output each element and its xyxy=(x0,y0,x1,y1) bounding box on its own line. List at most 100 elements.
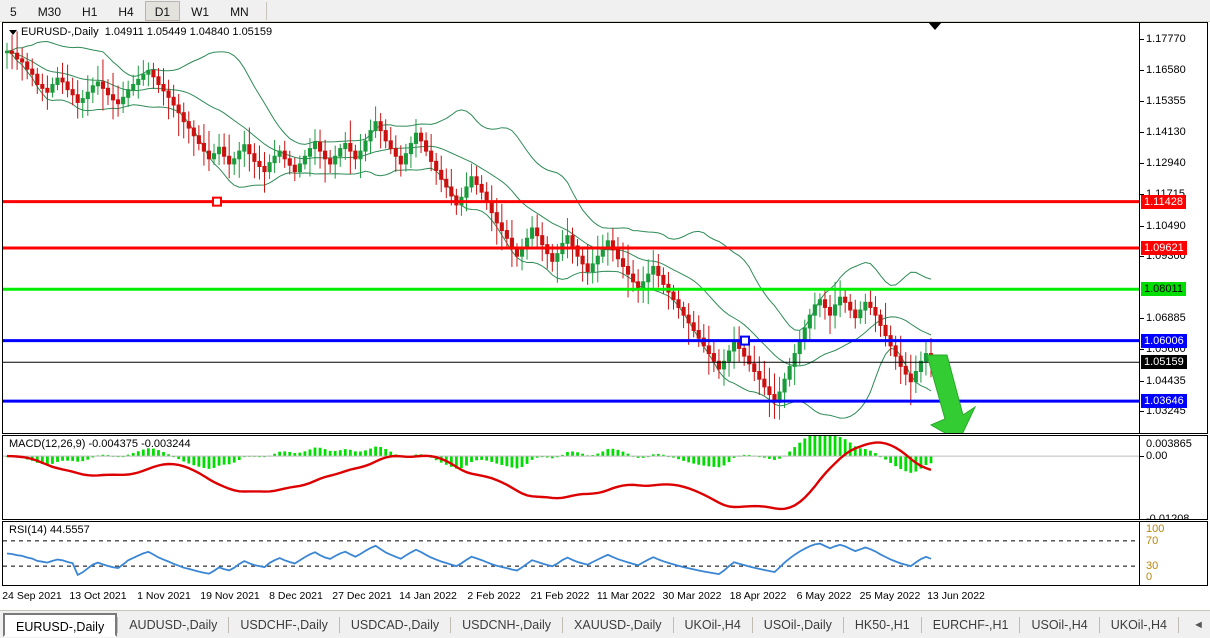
price-axis-tick xyxy=(1140,225,1144,227)
date-axis-label: 13 Oct 2021 xyxy=(69,590,127,602)
rsi-axis-label: 30 xyxy=(1146,560,1159,573)
price-plot[interactable] xyxy=(3,23,1139,433)
triangle-down-icon xyxy=(928,23,942,30)
tab-divider xyxy=(117,616,119,633)
chart-tab-usdcnhdaily[interactable]: USDCNH-,Daily xyxy=(462,617,552,632)
price-level-chip-pivot[interactable]: 1.08011 xyxy=(1141,282,1186,297)
price-axis-tick xyxy=(1140,69,1144,71)
timeframe-button-mn[interactable]: MN xyxy=(230,4,249,19)
tab-divider xyxy=(562,616,564,633)
macd-axis-label: 0.00 xyxy=(1146,450,1168,463)
price-axis-label: 1.16580 xyxy=(1146,63,1186,76)
macd-chart-svg xyxy=(3,436,1139,511)
horizontal-levels xyxy=(3,196,1139,403)
tab-scroll-controls[interactable]: ◄ ► xyxy=(1177,616,1210,633)
date-axis-label: 1 Nov 2021 xyxy=(137,590,191,602)
chart-tab-hk50h1[interactable]: HK50-,H1 xyxy=(854,617,910,632)
tab-divider xyxy=(228,616,230,633)
level-handle xyxy=(212,196,222,207)
price-axis-label: 1.12940 xyxy=(1146,156,1186,169)
date-axis-label: 19 Nov 2021 xyxy=(200,590,260,602)
tab-divider xyxy=(672,616,674,633)
date-axis-label: 21 Feb 2022 xyxy=(530,590,590,602)
date-axis-label: 30 Mar 2022 xyxy=(662,590,722,602)
date-axis-label: 24 Sep 2021 xyxy=(2,590,62,602)
date-axis: 24 Sep 2021 13 Oct 2021 1 Nov 2021 19 Nov 2… xyxy=(2,588,1208,608)
collapse-triangle-icon[interactable] xyxy=(9,29,17,35)
price-chart-svg xyxy=(3,31,1139,420)
price-axis-tick xyxy=(1140,318,1144,320)
arrow-left-icon[interactable]: ◄ xyxy=(1192,618,1204,631)
chart-title: EURUSD-,Daily 1.04911 1.05449 1.04840 1.… xyxy=(9,26,272,38)
price-axis-tick xyxy=(1140,349,1144,351)
price-axis-tick xyxy=(1140,162,1144,164)
macd-axis-label: -0.01208 xyxy=(1146,513,1190,520)
price-axis[interactable]: 1.177701.165801.153551.141301.129401.117… xyxy=(1139,23,1207,433)
rsi-axis-label: 70 xyxy=(1146,534,1159,547)
rsi-axis-label: 100 xyxy=(1146,523,1165,535)
price-axis-tick xyxy=(1140,132,1144,134)
macd-title: MACD(12,26,9) -0.004375 -0.003244 xyxy=(9,438,191,450)
price-level-chip-resistance[interactable]: 1.11428 xyxy=(1141,194,1186,209)
price-axis-tick xyxy=(1140,256,1144,258)
chart-tab-ukoilh4[interactable]: UKOil-,H4 xyxy=(1110,617,1167,632)
price-axis-label: 1.14130 xyxy=(1146,126,1186,139)
chart-tab-usdcaddaily[interactable]: USDCAD-,Daily xyxy=(350,617,440,632)
bollinger-lower-line xyxy=(6,50,932,419)
chart-tab-eurusddaily[interactable]: EURUSD-,Daily xyxy=(3,612,118,637)
price-axis-tick xyxy=(1140,380,1144,382)
chart-tab-usoilh4[interactable]: USOil-,H4 xyxy=(1031,617,1088,632)
price-axis-label: 1.15355 xyxy=(1146,95,1186,108)
price-level-chip-support[interactable]: 1.06006 xyxy=(1141,333,1187,348)
chart-tab-ukoilh4[interactable]: UKOil-,H4 xyxy=(684,617,741,632)
rsi-chart-svg xyxy=(3,540,1139,577)
price-level-chip-last-price[interactable]: 1.05159 xyxy=(1141,355,1187,370)
macd-histogram xyxy=(5,436,933,473)
macd-axis-label: 0.003865 xyxy=(1146,438,1192,450)
timeframe-button-d1[interactable]: D1 xyxy=(144,0,181,21)
chart-tab-bar[interactable]: EURUSD-,Daily AUDUSD-,Daily USDCHF-,Daily U… xyxy=(0,610,1210,638)
price-axis-label: 1.03245 xyxy=(1146,405,1186,418)
macd-signal-line xyxy=(6,441,932,511)
macd-axis: 0.003865 0.00 -0.01208 xyxy=(1139,436,1207,519)
rsi-panel[interactable]: 100 70 30 0 RSI(14) 44.5557 xyxy=(2,521,1208,586)
price-axis-label: 1.17770 xyxy=(1146,33,1186,46)
macd-axis-tick xyxy=(1140,456,1144,458)
macd-plot[interactable] xyxy=(3,436,1139,519)
candlestick-series xyxy=(4,31,934,420)
date-axis-label: 8 Dec 2021 xyxy=(269,590,323,602)
chart-tab-audusddaily[interactable]: AUDUSD-,Daily xyxy=(129,617,218,632)
rsi-title: RSI(14) 44.5557 xyxy=(9,524,90,536)
date-axis-label: 25 May 2022 xyxy=(859,590,921,602)
date-axis-label: 18 Apr 2022 xyxy=(729,590,787,602)
tab-divider xyxy=(1019,616,1021,633)
rsi-axis-label: 0 xyxy=(1146,571,1153,583)
price-level-chip-resistance[interactable]: 1.09621 xyxy=(1141,240,1187,255)
price-panel[interactable]: 1.177701.165801.153551.141301.129401.117… xyxy=(2,22,1208,434)
chart-ohlc-values: 1.04911 1.05449 1.04840 1.05159 xyxy=(104,26,273,38)
tab-divider xyxy=(338,616,340,633)
timeframe-button-w1[interactable]: W1 xyxy=(191,4,210,19)
rsi-plot[interactable] xyxy=(3,522,1139,585)
price-axis-tick xyxy=(1140,101,1144,103)
macd-panel[interactable]: 0.003865 0.00 -0.01208 MACD(12,26,9) -0.00… xyxy=(2,435,1208,520)
timeframe-button-m30[interactable]: M30 xyxy=(37,4,62,19)
timeframe-button-h4[interactable]: H4 xyxy=(118,4,134,19)
chart-tab-usoildaily[interactable]: USOil-,Daily xyxy=(763,617,832,632)
chart-tab-eurchfh1[interactable]: EURCHF-,H1 xyxy=(932,617,1009,632)
tab-divider xyxy=(450,616,452,633)
chart-tab-xauusddaily[interactable]: XAUUSD-,Daily xyxy=(574,617,662,632)
chart-area[interactable]: 1.177701.165801.153551.141301.129401.117… xyxy=(0,22,1210,610)
date-axis-label: 14 Jan 2022 xyxy=(399,590,457,602)
price-level-chip-support[interactable]: 1.03646 xyxy=(1141,394,1187,409)
date-axis-label: 27 Dec 2021 xyxy=(332,590,392,602)
date-axis-label: 2 Feb 2022 xyxy=(467,590,521,602)
timeframe-button-5[interactable]: 5 xyxy=(10,4,17,19)
price-axis-tick xyxy=(1140,411,1144,413)
price-axis-label: 1.10490 xyxy=(1146,219,1186,232)
chart-tab-usdchfdaily[interactable]: USDCHF-,Daily xyxy=(240,617,328,632)
timeframe-button-h1[interactable]: H1 xyxy=(82,4,98,19)
toolbar-divider xyxy=(265,1,267,20)
bollinger-upper-line xyxy=(6,40,932,331)
